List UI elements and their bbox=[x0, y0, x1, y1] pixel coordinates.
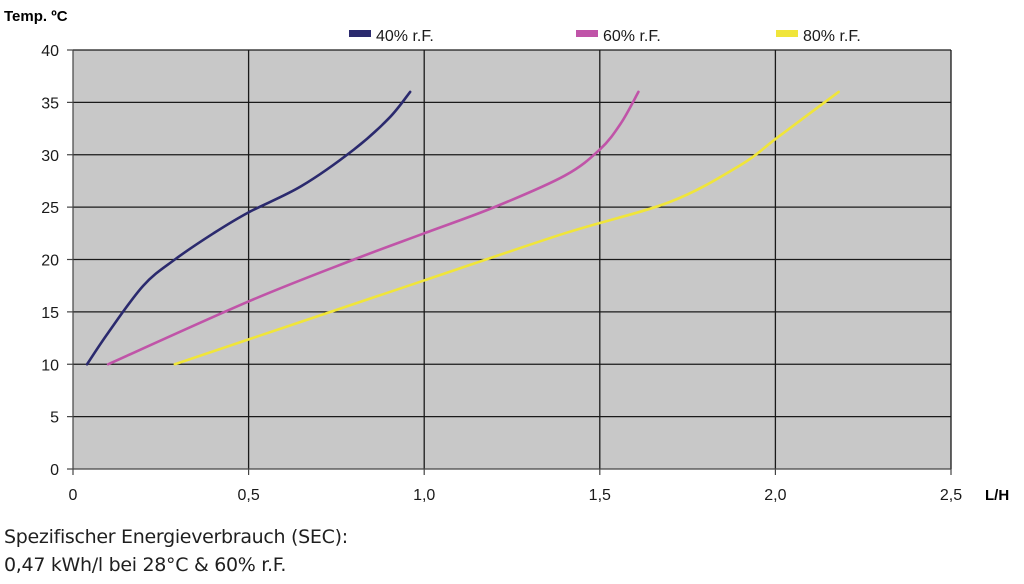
y-tick-label: 40 bbox=[41, 43, 59, 60]
y-tick-label: 25 bbox=[41, 200, 59, 217]
line-chart: 0 0,5 1,0 1,5 2,0 2,5 0 5 10 15 20 25 30 35 40 40% r.… bbox=[4, 8, 1009, 504]
series-line-2 bbox=[106, 90, 640, 366]
legend-swatch-2 bbox=[576, 30, 598, 37]
grid-lines bbox=[73, 49, 952, 469]
legend-label-2: 60% r.F. bbox=[603, 28, 661, 45]
x-tick-label: 0 bbox=[69, 487, 78, 504]
y-tick-label: 0 bbox=[50, 462, 59, 479]
x-tick-label: 1,5 bbox=[589, 487, 611, 504]
series-line-1 bbox=[85, 90, 412, 366]
x-tick-label: 0,5 bbox=[237, 487, 259, 504]
y-tick-label: 20 bbox=[41, 253, 59, 270]
y-tick-label: 10 bbox=[41, 357, 59, 374]
caption-line-1: Spezifischer Energieverbrauch (SEC): bbox=[4, 526, 348, 548]
x-axis-title: L/H bbox=[985, 487, 1009, 504]
y-tick-label: 5 bbox=[50, 410, 59, 427]
series-lines bbox=[85, 90, 840, 366]
x-tick-label: 2,5 bbox=[940, 487, 962, 504]
legend-label-1: 40% r.F. bbox=[376, 28, 434, 45]
y-tick-label: 35 bbox=[41, 95, 59, 112]
x-tick-label: 2,0 bbox=[764, 487, 786, 504]
x-axis-ticks: 0 0,5 1,0 1,5 2,0 2,5 bbox=[69, 469, 962, 504]
x-tick-label: 1,0 bbox=[413, 487, 435, 504]
y-tick-label: 15 bbox=[41, 305, 59, 322]
series-line-3 bbox=[173, 90, 840, 366]
legend: 40% r.F. 60% r.F. 80% r.F. bbox=[349, 28, 861, 45]
legend-swatch-1 bbox=[349, 30, 371, 37]
caption-line-2: 0,47 kWh/l bei 28°C & 60% r.F. bbox=[4, 554, 287, 576]
legend-label-3: 80% r.F. bbox=[803, 28, 861, 45]
y-axis-ticks: 0 5 10 15 20 25 30 35 40 bbox=[41, 43, 73, 479]
y-tick-label: 30 bbox=[41, 148, 59, 165]
legend-swatch-3 bbox=[776, 30, 798, 37]
y-axis-title: Temp. ºC bbox=[4, 8, 68, 25]
